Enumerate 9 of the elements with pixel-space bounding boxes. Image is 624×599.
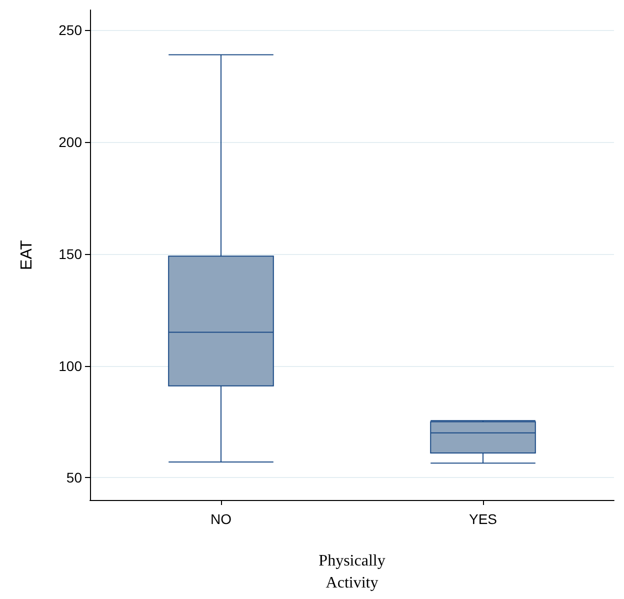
y-tick-label: 150 (58, 246, 82, 262)
x-tick-label: NO (210, 511, 232, 527)
y-tick-label: 250 (58, 22, 82, 38)
x-tick-label: YES (468, 511, 498, 527)
y-tick-label: 50 (66, 470, 82, 486)
y-tick-label: 100 (58, 358, 82, 374)
x-axis-title: Physically Activity (318, 552, 386, 592)
y-axis-title: EAT (18, 240, 36, 270)
y-tick-label: 200 (58, 134, 82, 150)
